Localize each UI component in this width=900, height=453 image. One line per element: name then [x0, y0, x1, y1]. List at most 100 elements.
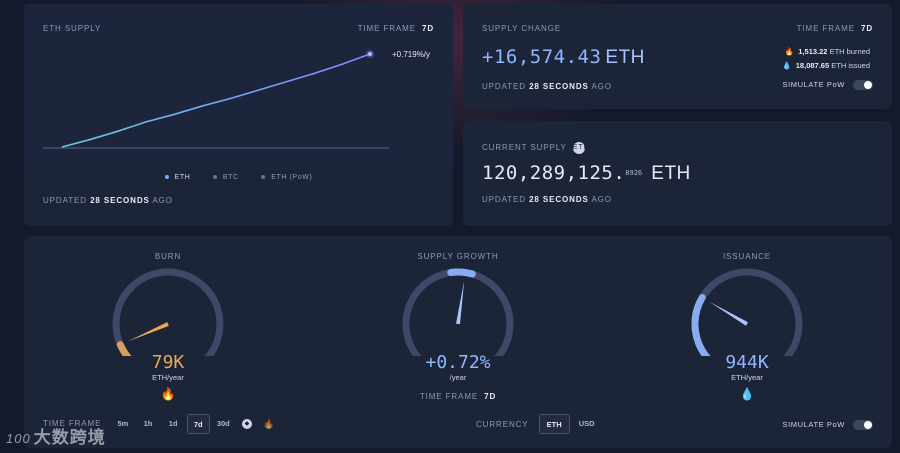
burn-gauge-needle — [127, 322, 169, 342]
watermark-logo-mark: 100 — [6, 431, 31, 446]
time-frame-label: TIME FRAME — [796, 24, 855, 33]
current-supply-title: CURRENT SUPPLY ETH — [482, 142, 589, 154]
chart-legend: ETH BTC ETH (PoW) — [24, 174, 453, 181]
current-supply-decimals: 8926 — [625, 169, 643, 177]
supply-change-time-frame: TIME FRAME 7d — [797, 24, 873, 33]
legend-btc-dot — [212, 175, 217, 180]
legend-pow-dot — [261, 175, 266, 180]
updated-suffix: AGO — [591, 82, 612, 91]
legend-pow-label: ETH (PoW) — [271, 174, 313, 181]
current-supply-unit: ETH — [651, 163, 691, 184]
simulate-pow-label: SIMULATE PoW — [782, 420, 845, 429]
currency-eth-button[interactable]: ETH — [538, 414, 570, 434]
simulate-pow-toggle-top[interactable]: SIMULATE PoW — [782, 80, 873, 91]
time-frame-value: 7d — [421, 24, 434, 33]
merge-icon[interactable]: ◆ — [237, 419, 257, 430]
supply-change-card: SUPPLY CHANGE TIME FRAME 7d +16,574.43 ETH… — [463, 4, 892, 109]
supply-change-value: +16,574.43 ETH — [482, 46, 645, 69]
eth-supply-card: +0.719%/y ETH SUPPLY TIME FRAME 7d ETH BT… — [24, 4, 453, 226]
updated-prefix: UPDATED — [43, 196, 87, 205]
time-frame-value: 7d — [484, 392, 497, 401]
updated-value: 28 SECONDS — [90, 196, 150, 205]
updated-prefix: UPDATED — [482, 195, 526, 204]
legend-btc-label: BTC — [222, 174, 239, 181]
simulate-pow-toggle-bottom[interactable]: SIMULATE PoW — [782, 420, 873, 431]
currency-selector: CURRENCY ETH USD — [476, 414, 602, 434]
series-eth-line[interactable] — [61, 53, 371, 148]
issuance-gauge-value: 944K — [725, 352, 769, 373]
legend-eth[interactable]: ETH — [164, 174, 191, 181]
time-frame-label: TIME FRAME — [419, 392, 479, 401]
droplet-icon: 💧 — [782, 61, 792, 70]
eth-supply-chart: +0.719%/y — [24, 4, 453, 169]
updated-suffix: AGO — [591, 195, 612, 204]
time-frame-selector-label: TIME FRAME — [43, 418, 102, 428]
supply-growth-unit: /year — [449, 373, 467, 382]
current-supply-value: 120,289,125.8926 ETH — [482, 162, 691, 185]
legend-eth-dot — [164, 175, 169, 180]
current-supply-integer: 120,289,125. — [482, 162, 626, 184]
simulate-pow-label: SIMULATE PoW — [782, 80, 845, 89]
updated-text: UPDATED 28 SECONDS AGO — [482, 195, 612, 204]
updated-value: 28 SECONDS — [529, 195, 589, 204]
gauges-card: BURN 79K ETH/year 🔥 SUPPLY GROWTH +0.72%… — [24, 236, 892, 448]
watermark-logo: 100 大数跨境 — [6, 423, 106, 448]
time-frame-5m-button[interactable]: 5m — [117, 419, 129, 428]
chart-background — [24, 4, 453, 169]
issuance-gauge-unit: ETH/year — [731, 373, 763, 382]
burned-number: 1,513.22 — [798, 47, 828, 56]
issuance-gauge-fill — [691, 294, 711, 356]
legend-btc[interactable]: BTC — [212, 174, 239, 181]
fire-icon[interactable]: 🔥 — [263, 418, 275, 429]
current-supply-card: CURRENT SUPPLY ETH 120,289,125.8926 ETH UP… — [463, 121, 892, 226]
legend-eth-pow[interactable]: ETH (PoW) — [261, 174, 312, 181]
supply-change-title: SUPPLY CHANGE — [482, 24, 561, 33]
burn-gauge-value: 79K — [151, 352, 185, 373]
supply-change-number: +16,574.43 — [482, 46, 602, 68]
issued-stat: 💧 18,087.65 ETH issued — [782, 61, 870, 70]
series-eth-end-point[interactable] — [368, 52, 372, 56]
supply-growth-value: +0.72% — [425, 352, 491, 373]
fire-icon: 🔥 — [160, 387, 176, 401]
supply-change-unit: ETH — [605, 47, 645, 68]
growth-gauge-needle — [456, 280, 465, 325]
burn-gauge: BURN 79K ETH/year 🔥 — [78, 236, 258, 406]
toggle-switch[interactable] — [853, 420, 873, 431]
rate-annotation: +0.719%/y — [392, 50, 430, 59]
updated-text: UPDATED 28 SECONDS AGO — [43, 196, 173, 205]
current-supply-title-text: CURRENT SUPPLY — [482, 143, 567, 153]
issued-number: 18,087.65 — [795, 61, 830, 70]
time-frame-7d-button[interactable]: 7d — [186, 414, 210, 434]
burned-label: ETH burned — [829, 47, 870, 56]
currency-label: CURRENCY — [476, 419, 529, 429]
watermark-text: 大数跨境 — [33, 428, 106, 447]
issuance-gauge-title: ISSUANCE — [722, 252, 772, 261]
supply-growth-title: SUPPLY GROWTH — [417, 252, 499, 261]
time-frame-1h-button[interactable]: 1h — [143, 419, 153, 428]
issuance-gauge-track — [691, 268, 803, 356]
burn-gauge-fill — [116, 341, 132, 356]
issuance-gauge-dial — [691, 268, 803, 356]
droplet-icon: 💧 — [739, 387, 755, 401]
time-frame-1d-button[interactable]: 1d — [168, 419, 178, 428]
issuance-gauge: ISSUANCE 944K ETH/year 💧 — [657, 236, 837, 406]
issuance-gauge-needle — [709, 301, 749, 326]
time-frame-label: TIME FRAME — [357, 24, 416, 33]
eth-badge-icon: ETH — [572, 142, 589, 154]
toggle-switch[interactable] — [853, 80, 873, 91]
burn-gauge-unit: ETH/year — [152, 373, 184, 382]
supply-growth-dial — [402, 268, 514, 356]
time-frame-30d-button[interactable]: 30d — [216, 419, 230, 428]
issued-label: ETH issued — [831, 61, 870, 70]
currency-usd-button[interactable]: USD — [578, 419, 595, 428]
supply-growth-gauge: SUPPLY GROWTH +0.72% /year TIME FRAME 7d — [368, 236, 548, 406]
updated-prefix: UPDATED — [482, 82, 526, 91]
burned-stat: 🔥 1,513.22 ETH burned — [785, 47, 870, 56]
legend-eth-label: ETH — [174, 174, 191, 181]
burn-gauge-dial — [112, 268, 224, 356]
growth-gauge-fill — [447, 268, 476, 278]
time-frame-value: 7d — [860, 24, 873, 33]
updated-value: 28 SECONDS — [529, 82, 589, 91]
updated-suffix: AGO — [152, 196, 173, 205]
burn-gauge-title: BURN — [154, 252, 182, 261]
